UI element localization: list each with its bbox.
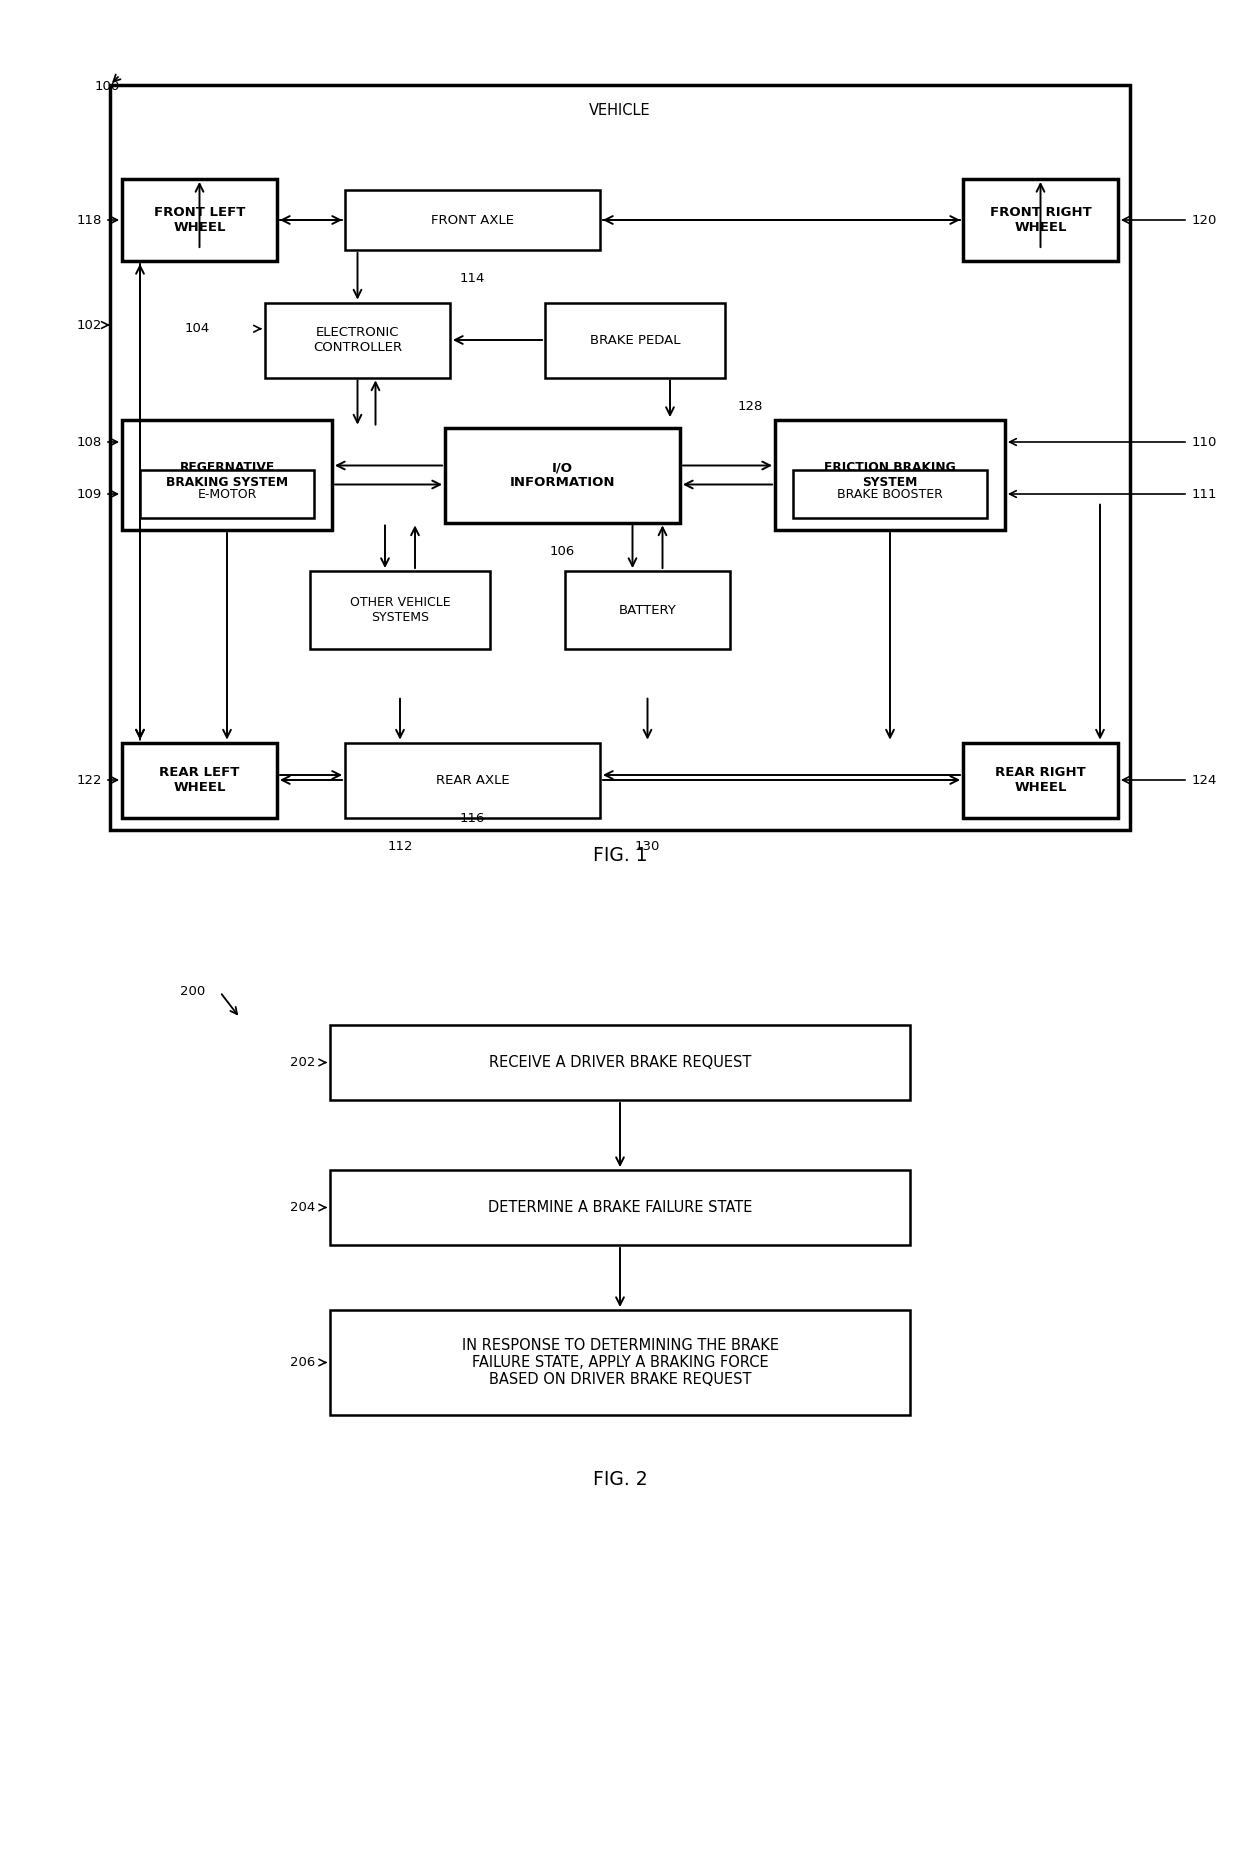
FancyBboxPatch shape	[345, 742, 600, 818]
Text: ELECTRONIC
CONTROLLER: ELECTRONIC CONTROLLER	[312, 326, 402, 353]
Text: 118: 118	[77, 214, 102, 227]
Text: DETERMINE A BRAKE FAILURE STATE: DETERMINE A BRAKE FAILURE STATE	[487, 1200, 753, 1215]
FancyBboxPatch shape	[775, 420, 1004, 530]
Text: 104: 104	[185, 322, 210, 335]
Text: 122: 122	[77, 774, 102, 787]
FancyBboxPatch shape	[330, 1170, 910, 1244]
Text: 206: 206	[290, 1356, 315, 1369]
Text: RECEIVE A DRIVER BRAKE REQUEST: RECEIVE A DRIVER BRAKE REQUEST	[489, 1055, 751, 1070]
Text: 112: 112	[387, 839, 413, 852]
Text: 110: 110	[1192, 435, 1218, 448]
FancyBboxPatch shape	[345, 190, 600, 249]
Text: 108: 108	[77, 435, 102, 448]
Text: BATTERY: BATTERY	[619, 603, 676, 616]
Text: 109: 109	[77, 487, 102, 500]
Text: 111: 111	[1192, 487, 1218, 500]
Text: 106: 106	[549, 545, 575, 558]
FancyBboxPatch shape	[794, 471, 987, 517]
Text: 120: 120	[1192, 214, 1218, 227]
Text: 100: 100	[95, 80, 120, 93]
FancyBboxPatch shape	[122, 420, 332, 530]
Text: E-MOTOR: E-MOTOR	[197, 487, 257, 500]
Text: REAR AXLE: REAR AXLE	[435, 774, 510, 787]
FancyBboxPatch shape	[330, 1309, 910, 1415]
Text: FRICTION BRAKING
SYSTEM: FRICTION BRAKING SYSTEM	[825, 461, 956, 489]
FancyBboxPatch shape	[546, 303, 725, 378]
FancyBboxPatch shape	[110, 86, 1130, 830]
Text: 124: 124	[1192, 774, 1218, 787]
Text: I/O
INFORMATION: I/O INFORMATION	[510, 461, 615, 489]
FancyBboxPatch shape	[122, 179, 277, 260]
FancyBboxPatch shape	[140, 471, 314, 517]
Text: REGERNATIVE
BRAKING SYSTEM: REGERNATIVE BRAKING SYSTEM	[166, 461, 288, 489]
Text: FRONT LEFT
WHEEL: FRONT LEFT WHEEL	[154, 206, 246, 234]
FancyBboxPatch shape	[330, 1025, 910, 1099]
Text: 116: 116	[460, 813, 485, 826]
FancyBboxPatch shape	[963, 742, 1118, 818]
Text: FIG. 2: FIG. 2	[593, 1469, 647, 1490]
Text: REAR RIGHT
WHEEL: REAR RIGHT WHEEL	[996, 766, 1086, 794]
Text: IN RESPONSE TO DETERMINING THE BRAKE
FAILURE STATE, APPLY A BRAKING FORCE
BASED : IN RESPONSE TO DETERMINING THE BRAKE FAI…	[461, 1337, 779, 1388]
Text: 204: 204	[290, 1202, 315, 1215]
Text: OTHER VEHICLE
SYSTEMS: OTHER VEHICLE SYSTEMS	[350, 595, 450, 623]
Text: 202: 202	[290, 1056, 315, 1070]
FancyBboxPatch shape	[565, 571, 730, 649]
FancyBboxPatch shape	[310, 571, 490, 649]
Text: FIG. 1: FIG. 1	[593, 846, 647, 865]
Text: BRAKE BOOSTER: BRAKE BOOSTER	[837, 487, 942, 500]
Text: VEHICLE: VEHICLE	[589, 102, 651, 117]
Text: 102: 102	[77, 318, 102, 331]
Text: 128: 128	[738, 400, 763, 413]
Text: FRONT RIGHT
WHEEL: FRONT RIGHT WHEEL	[990, 206, 1091, 234]
FancyBboxPatch shape	[265, 303, 450, 378]
Text: 130: 130	[635, 839, 660, 852]
Text: BRAKE PEDAL: BRAKE PEDAL	[590, 333, 681, 346]
Text: 114: 114	[460, 272, 485, 285]
FancyBboxPatch shape	[122, 742, 277, 818]
Text: 200: 200	[180, 986, 205, 999]
Text: FRONT AXLE: FRONT AXLE	[432, 214, 515, 227]
Text: REAR LEFT
WHEEL: REAR LEFT WHEEL	[159, 766, 239, 794]
FancyBboxPatch shape	[963, 179, 1118, 260]
FancyBboxPatch shape	[445, 428, 680, 523]
